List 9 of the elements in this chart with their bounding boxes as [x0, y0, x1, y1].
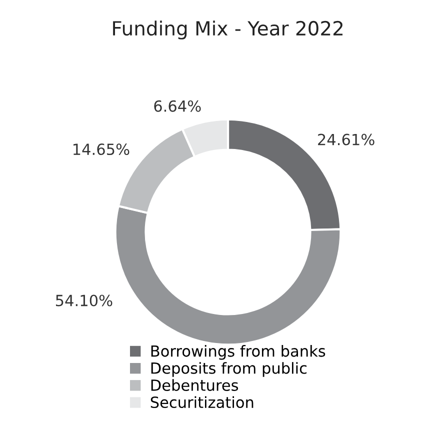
data-label: 24.61%: [318, 134, 374, 146]
legend-label: Deposits from public: [151, 362, 307, 377]
data-label: 54.10%: [56, 294, 112, 306]
data-label: 6.64%: [154, 100, 201, 112]
legend-label: Borrowings from banks: [151, 345, 326, 360]
data-label: 14.65%: [74, 144, 130, 156]
chart-title: Funding Mix - Year 2022: [113, 20, 342, 40]
legend-label: Securitization: [150, 396, 254, 408]
legend-label: Debentures: [151, 379, 238, 391]
